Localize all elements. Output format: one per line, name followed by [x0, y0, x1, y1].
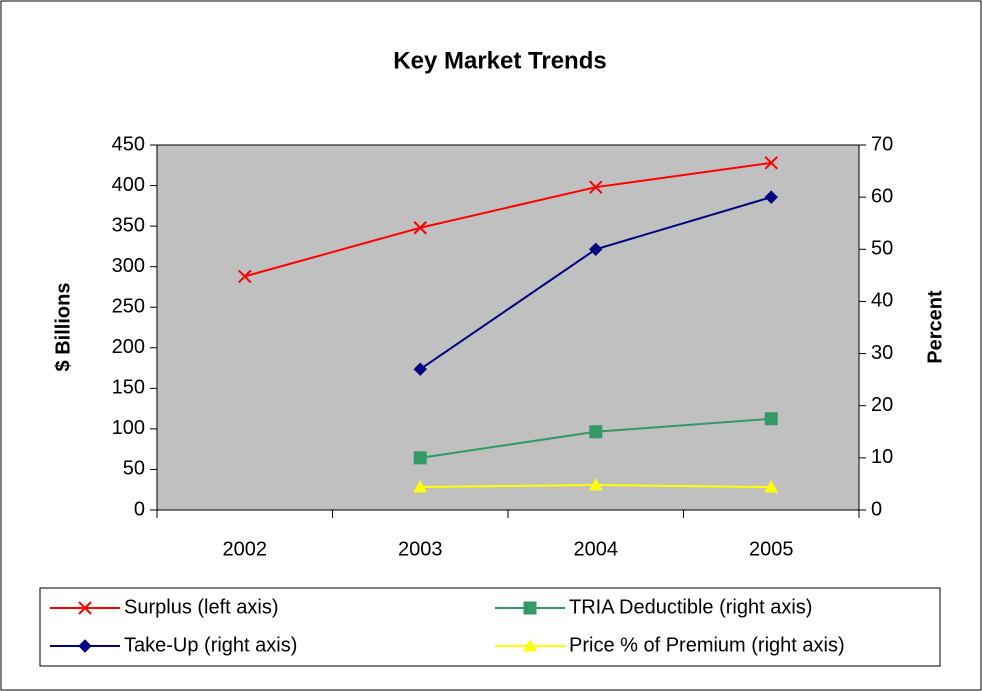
y-tick-label: 50 — [123, 458, 145, 480]
y2-tick-label: 10 — [871, 446, 893, 468]
y2-tick-label: 60 — [871, 185, 893, 207]
x-tick-label: 2002 — [223, 538, 268, 560]
x-tick-label: 2005 — [749, 538, 794, 560]
y-tick-label: 400 — [112, 174, 145, 196]
y-tick-label: 250 — [112, 296, 145, 318]
marker — [523, 638, 537, 652]
y-tick-label: 150 — [112, 377, 145, 399]
y-tick-label: 300 — [112, 255, 145, 277]
x-tick-label: 2003 — [398, 538, 443, 560]
y-tick-label: 350 — [112, 214, 145, 236]
marker — [238, 269, 252, 284]
legend-label: Surplus (left axis) — [124, 596, 279, 618]
plot-area — [156, 144, 860, 511]
y-tick-label: 450 — [112, 133, 145, 155]
marker — [589, 242, 603, 256]
y-tick-label: 200 — [112, 336, 145, 358]
y2-tick-label: 40 — [871, 290, 893, 312]
marker — [413, 480, 428, 493]
marker — [523, 601, 537, 615]
marker — [413, 221, 427, 235]
y2-tick-label: 0 — [871, 498, 882, 520]
y-tick-label: 0 — [134, 498, 145, 520]
y2-tick-label: 50 — [871, 238, 893, 260]
marker — [413, 362, 427, 376]
marker — [78, 601, 92, 615]
y2-tick-label: 30 — [871, 342, 893, 364]
y2-tick-label: 20 — [871, 394, 893, 416]
marker — [589, 180, 603, 194]
marker — [764, 156, 778, 170]
y2-tick-label: 70 — [871, 133, 893, 155]
marker — [589, 425, 603, 439]
legend-label: TRIA Deductible (right axis) — [569, 596, 812, 618]
y-tick-label: 100 — [112, 417, 145, 439]
marker — [764, 412, 778, 426]
y-axis-label: $ Billions — [52, 283, 74, 372]
marker — [413, 451, 427, 465]
legend-label: Take-Up (right axis) — [124, 634, 297, 656]
marker — [588, 477, 603, 491]
legend — [39, 587, 941, 667]
chart-title: Key Market Trends — [393, 47, 606, 74]
series-line — [244, 161, 772, 278]
legend-label: Price % of Premium (right axis) — [569, 634, 845, 656]
x-tick-label: 2004 — [574, 538, 619, 560]
marker — [764, 480, 779, 493]
y2-axis-label: Percent — [924, 290, 946, 364]
marker — [764, 190, 778, 204]
marker — [78, 639, 92, 653]
